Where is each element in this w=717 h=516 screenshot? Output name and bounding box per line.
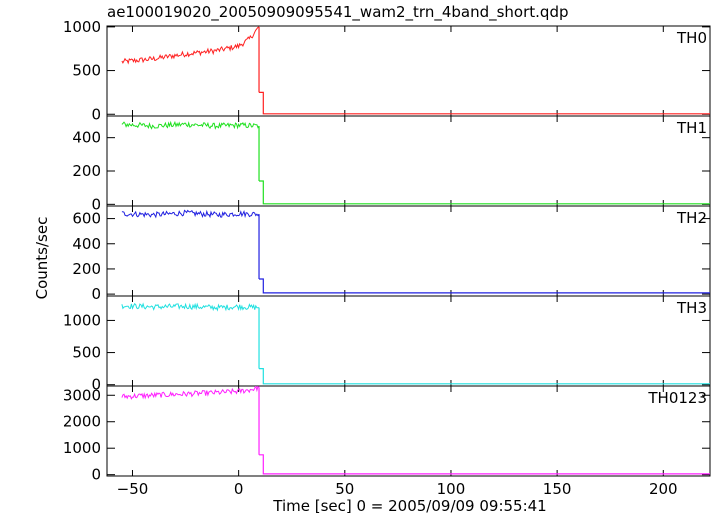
y-tick-label: 500 <box>72 344 101 362</box>
series-tail-th0123 <box>259 454 710 475</box>
y-tick-label: 200 <box>72 162 101 180</box>
panel-frame-th2 <box>106 205 711 297</box>
series-line-th3 <box>121 302 260 312</box>
y-tick-label: 3000 <box>63 386 101 404</box>
y-tick-label: 0 <box>91 105 101 123</box>
series-tail-th3 <box>259 368 710 385</box>
panel-frame-th1 <box>106 115 711 207</box>
y-tick-label: 400 <box>72 129 101 147</box>
panel-label-th3: TH3 <box>676 299 707 317</box>
x-tick-label: 0 <box>234 480 244 498</box>
y-axis-label: Counts/sec <box>33 217 51 300</box>
y-tick-label: 1000 <box>63 439 101 457</box>
series-line-th0 <box>121 26 260 65</box>
y-tick-label: 500 <box>72 62 101 80</box>
panel-frame-th0 <box>106 25 711 117</box>
series-tail-th1 <box>259 180 710 205</box>
y-tick-label: 600 <box>72 210 101 228</box>
panel-label-th1: TH1 <box>676 119 707 137</box>
panel-label-th2: TH2 <box>676 209 707 227</box>
chart-title: ae100019020_20050909095541_wam2_trn_4ban… <box>107 3 569 22</box>
y-tick-label: 400 <box>72 235 101 253</box>
panel-label-th0: TH0 <box>676 29 707 47</box>
series-line-th2 <box>121 209 260 219</box>
x-tick-label: −50 <box>117 480 149 498</box>
x-tick-label: 150 <box>543 480 572 498</box>
y-tick-label: 1000 <box>63 311 101 329</box>
series-line-th1 <box>121 120 260 130</box>
series-tail-th0 <box>259 91 710 115</box>
x-axis-label: Time [sec] 0 = 2005/09/09 09:55:41 <box>272 497 546 515</box>
y-tick-label: 0 <box>91 285 101 303</box>
x-tick-label: 50 <box>335 480 354 498</box>
y-tick-label: 0 <box>91 466 101 484</box>
series-line-th0123 <box>121 386 260 400</box>
panel-frame-th0123 <box>106 385 711 477</box>
y-tick-label: 2000 <box>63 413 101 431</box>
y-tick-label: 0 <box>91 376 101 394</box>
x-tick-label: 100 <box>437 480 466 498</box>
y-tick-label: 200 <box>72 260 101 278</box>
y-tick-label: 1000 <box>63 18 101 36</box>
series-tail-th2 <box>259 278 710 294</box>
x-tick-label: 200 <box>649 480 678 498</box>
y-tick-label: 0 <box>91 195 101 213</box>
panel-frame-th3 <box>106 295 711 387</box>
panel-label-th0123: TH0123 <box>647 389 707 407</box>
